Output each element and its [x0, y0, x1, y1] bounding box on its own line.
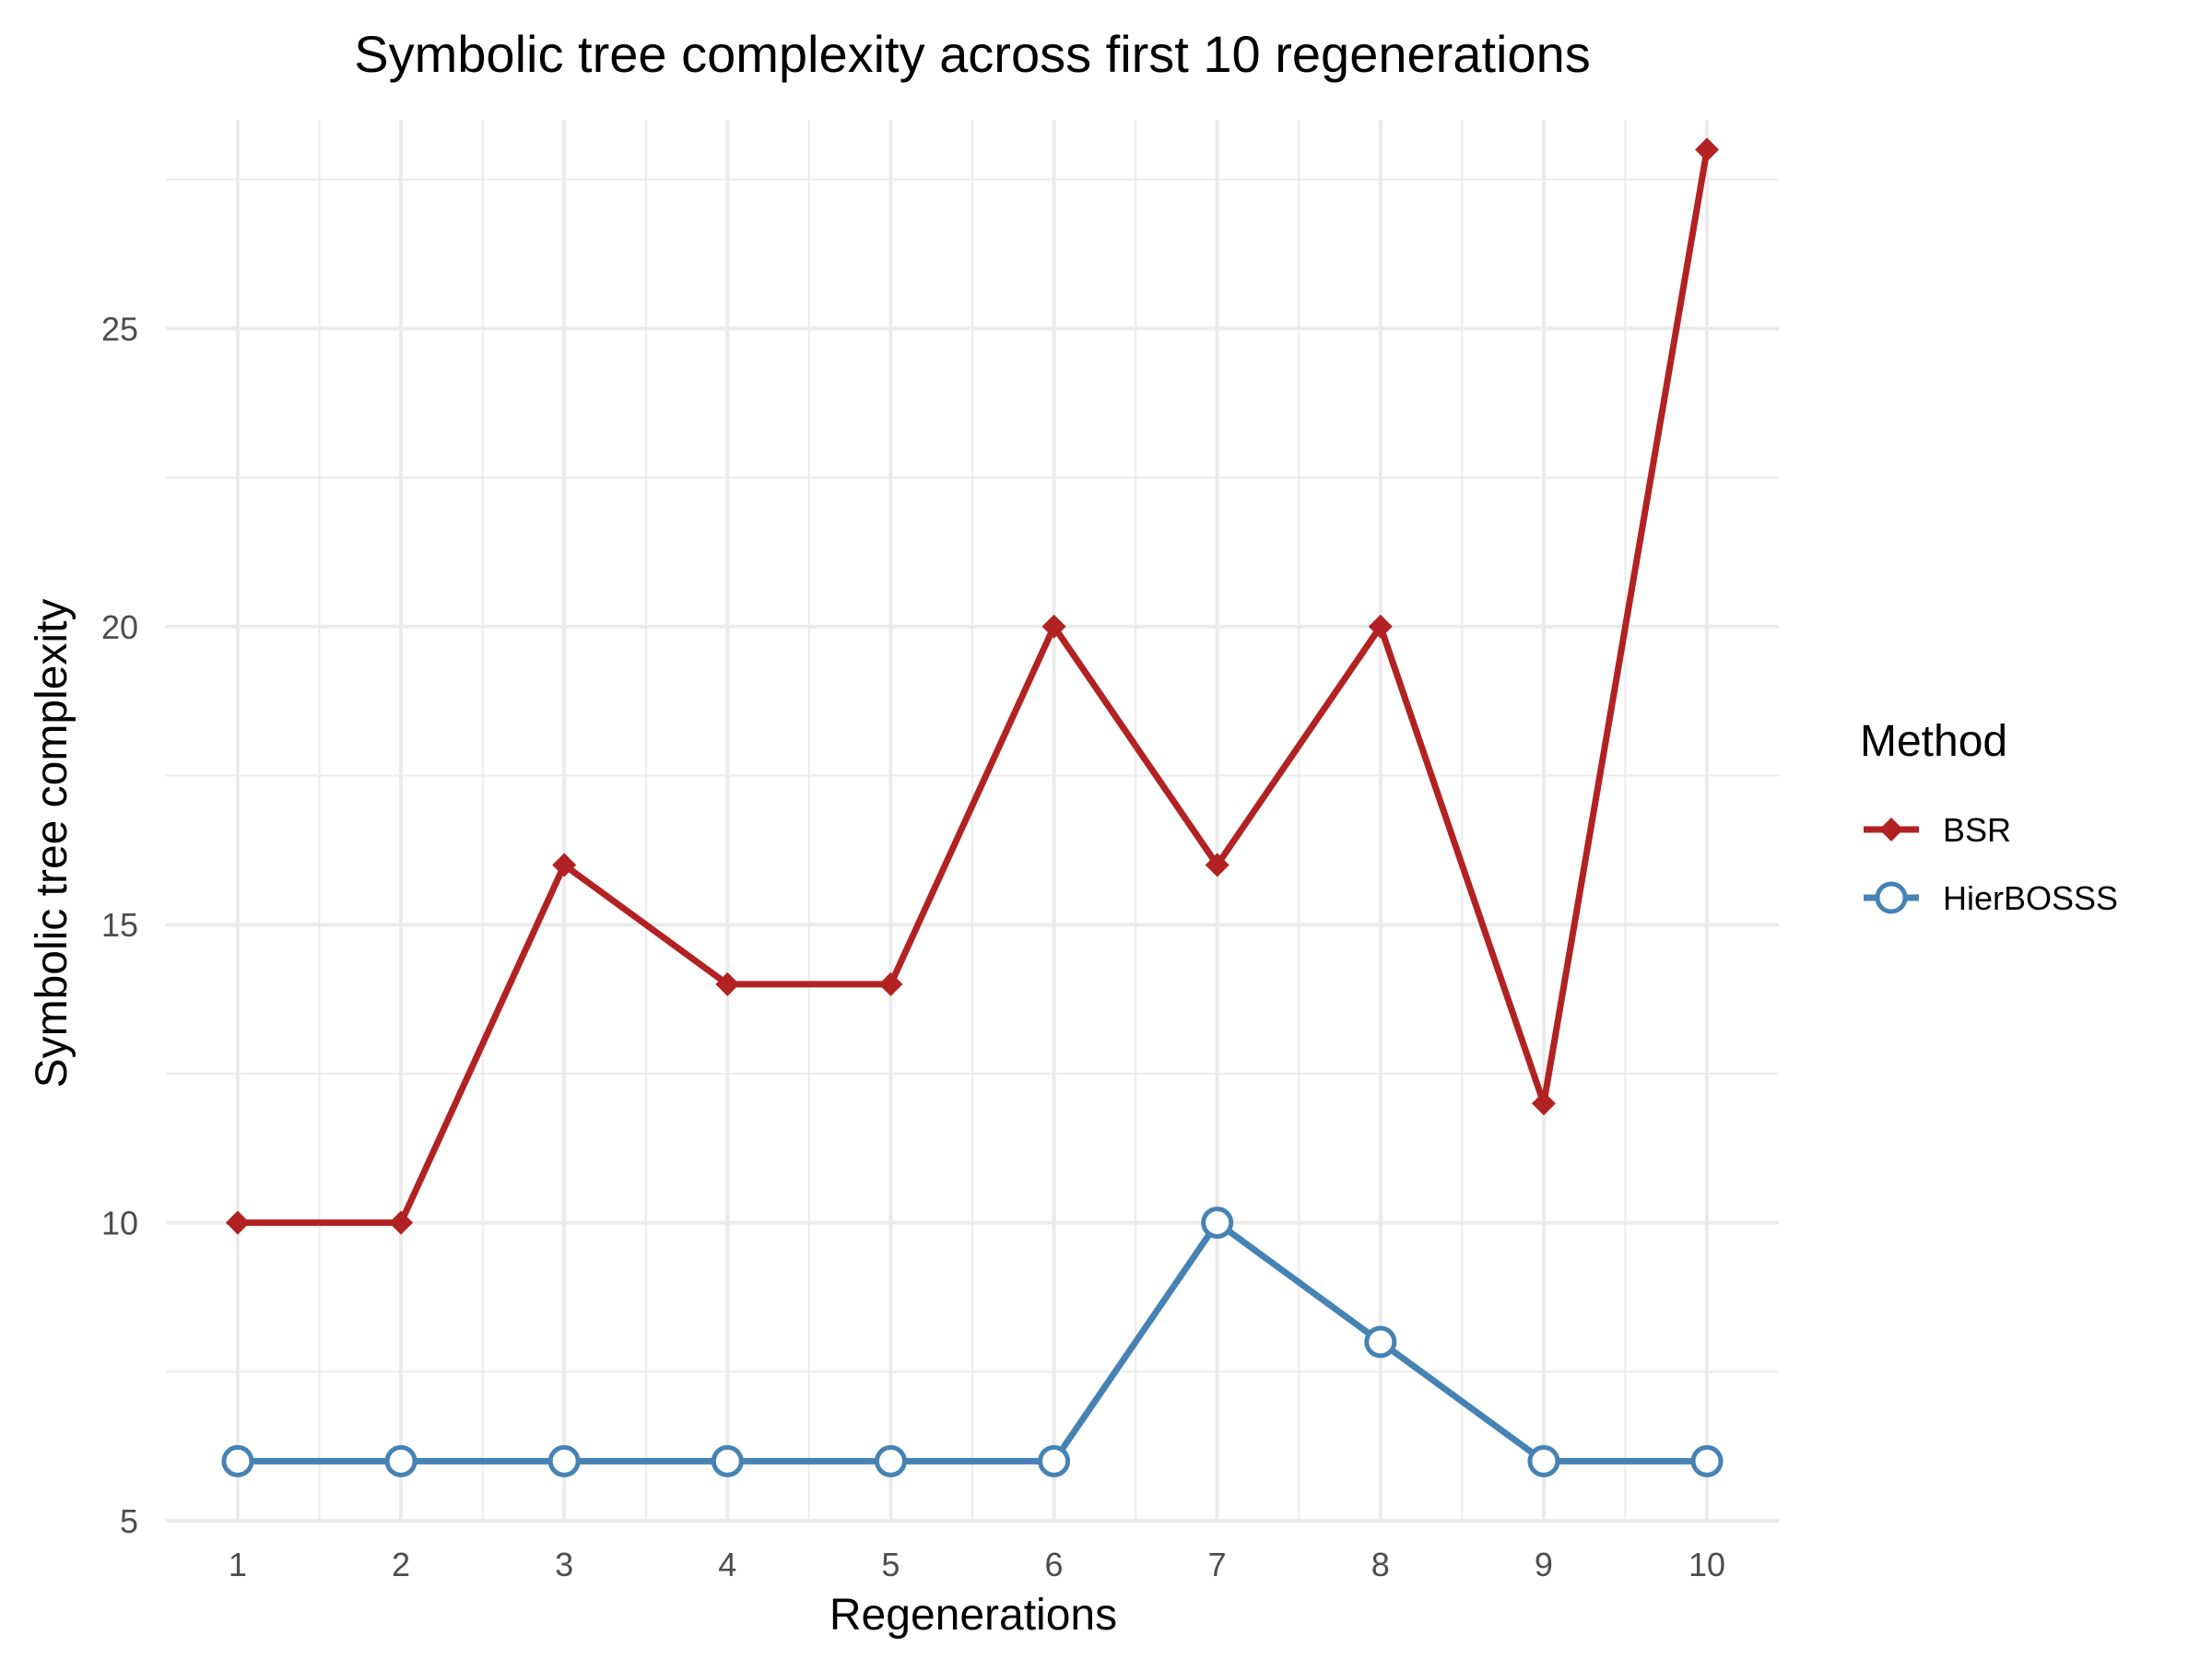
legend-key-marker	[1879, 818, 1903, 841]
legend-title: Method	[1860, 717, 2007, 766]
x-tick-label: 9	[1535, 1546, 1553, 1583]
x-axis-title: Regenerations	[830, 1591, 1117, 1640]
y-tick-label: 25	[101, 310, 138, 347]
data-point-hierbosss	[711, 1444, 744, 1477]
data-point-bsr	[1205, 853, 1230, 877]
y-tick-label: 15	[101, 906, 138, 944]
legend-label: BSR	[1943, 811, 2011, 849]
y-tick-label: 20	[101, 608, 138, 646]
legend-item-bsr: BSR	[1864, 811, 2011, 849]
grid-lines	[166, 120, 1779, 1523]
data-point-bsr	[389, 1210, 414, 1235]
series-layer	[221, 137, 1724, 1477]
legend: Method BSR HierBOSSS	[1860, 717, 2118, 917]
y-axis-title: Symbolic tree complexity	[28, 599, 76, 1088]
data-point-hierbosss	[547, 1444, 581, 1477]
x-tick-label: 4	[718, 1546, 736, 1583]
x-tick-label: 8	[1371, 1546, 1390, 1583]
series-bsr	[225, 137, 1720, 1235]
x-tick-label: 3	[555, 1546, 573, 1583]
data-point-bsr	[878, 971, 903, 996]
data-point-bsr	[552, 853, 577, 877]
data-point-hierbosss	[1690, 1444, 1724, 1477]
data-point-bsr	[1368, 614, 1393, 639]
data-point-hierbosss	[1038, 1444, 1071, 1477]
y-tick-label: 5	[120, 1502, 138, 1540]
y-axis-ticks: 5 10 15 20 25	[101, 310, 138, 1540]
x-axis-ticks: 1 2 3 4 5 6 7 8 9 10	[229, 1546, 1725, 1583]
data-point-bsr	[1695, 137, 1720, 162]
data-point-hierbosss	[384, 1444, 418, 1477]
data-point-bsr	[715, 971, 740, 996]
legend-label: HierBOSSS	[1943, 879, 2118, 917]
x-tick-label: 7	[1208, 1546, 1227, 1583]
data-point-hierbosss	[1364, 1325, 1397, 1359]
data-point-hierbosss	[221, 1444, 254, 1477]
x-tick-label: 6	[1045, 1546, 1064, 1583]
data-point-hierbosss	[1527, 1444, 1560, 1477]
data-point-bsr	[225, 1210, 250, 1235]
series-line-bsr	[237, 148, 1711, 1227]
x-tick-label: 2	[392, 1546, 410, 1583]
data-point-hierbosss	[1201, 1206, 1234, 1240]
data-point-bsr	[1041, 614, 1066, 639]
chart-title: Symbolic tree complexity across first 10…	[354, 25, 1590, 83]
legend-key-marker	[1875, 881, 1908, 914]
data-point-hierbosss	[874, 1444, 907, 1477]
y-tick-label: 10	[101, 1205, 138, 1242]
x-tick-label: 5	[881, 1546, 900, 1583]
x-tick-label: 1	[229, 1546, 247, 1583]
series-line-hierbosss	[237, 1219, 1708, 1465]
data-point-bsr	[1531, 1091, 1556, 1116]
legend-item-hierbosss: HierBOSSS	[1864, 879, 2118, 917]
x-tick-label: 10	[1688, 1546, 1725, 1583]
series-hierbosss	[221, 1206, 1724, 1477]
